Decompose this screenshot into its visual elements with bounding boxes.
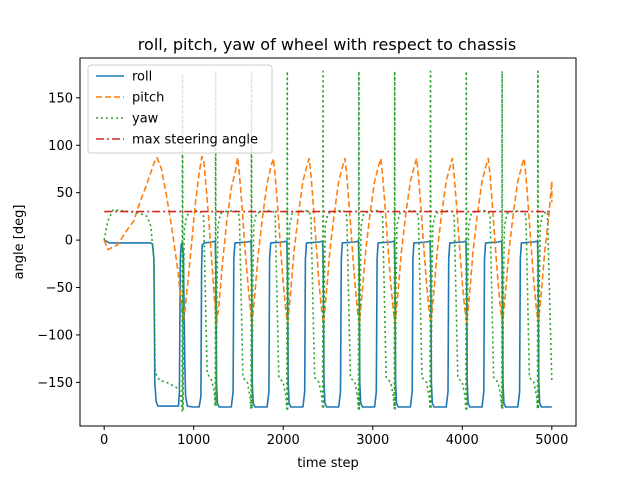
legend-label: roll (132, 70, 152, 85)
x-axis-label: time step (297, 456, 359, 471)
series-layer (103, 70, 553, 412)
y-tick-label: −100 (37, 328, 73, 343)
legend-label: max steering angle (132, 133, 258, 148)
y-tick-label: 150 (48, 91, 73, 106)
y-tick-label: −50 (46, 281, 73, 296)
legend: roll pitch yaw max steering angle (87, 64, 273, 154)
chart-title: roll, pitch, yaw of wheel with respect t… (138, 35, 516, 54)
x-tick-label: 3000 (356, 433, 389, 448)
x-tick-label: 5000 (535, 433, 568, 448)
legend-box (87, 64, 273, 154)
series-line-roll (103, 239, 552, 408)
y-tick-label: 0 (65, 234, 73, 249)
y-tick-label: 100 (48, 139, 73, 154)
y-axis: −150 −100 −50 0 50 100 150 (37, 91, 80, 391)
legend-label: yaw (132, 112, 159, 127)
y-axis-label: angle [deg] (12, 205, 27, 280)
plot-frame (79, 57, 577, 427)
y-tick-label: −150 (37, 376, 73, 391)
series-line-pitch (103, 155, 553, 325)
x-tick-label: 2000 (267, 433, 300, 448)
x-tick-label: 0 (100, 433, 108, 448)
y-tick-label: 50 (56, 186, 73, 201)
x-tick-label: 4000 (446, 433, 479, 448)
legend-label: pitch (132, 91, 164, 106)
x-axis: 0 1000 2000 3000 4000 5000 (100, 426, 568, 448)
x-tick-label: 1000 (177, 433, 210, 448)
